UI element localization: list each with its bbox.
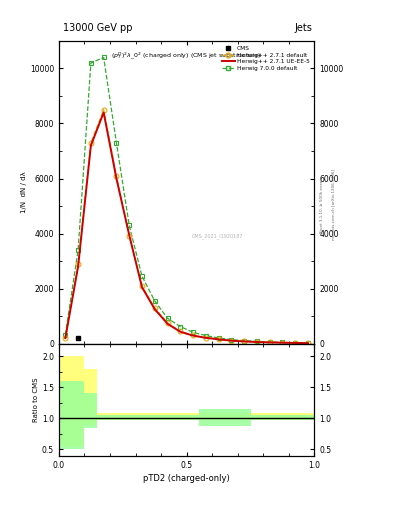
Text: $(p_T^D)^2\lambda\_0^2$ (charged only) (CMS jet substructure): $(p_T^D)^2\lambda\_0^2$ (charged only) (… [111, 50, 262, 61]
Text: CMS_2021_I1920187: CMS_2021_I1920187 [192, 233, 243, 239]
Text: 13000 GeV pp: 13000 GeV pp [63, 23, 132, 33]
X-axis label: pTD2 (charged-only): pTD2 (charged-only) [143, 474, 230, 483]
Text: Rivet 3.1.10, ≥ 500k events: Rivet 3.1.10, ≥ 500k events [320, 176, 324, 233]
Y-axis label: 1/N  dN / dλ: 1/N dN / dλ [21, 172, 27, 213]
Y-axis label: Ratio to CMS: Ratio to CMS [33, 377, 39, 422]
Legend: CMS, Herwig++ 2.7.1 default, Herwig++ 2.7.1 UE-EE-5, Herwig 7.0.0 default: CMS, Herwig++ 2.7.1 default, Herwig++ 2.… [220, 44, 312, 73]
Text: mcplots.cern.ch [arXiv:1306.3436]: mcplots.cern.ch [arXiv:1306.3436] [332, 169, 336, 240]
Text: Jets: Jets [295, 23, 312, 33]
